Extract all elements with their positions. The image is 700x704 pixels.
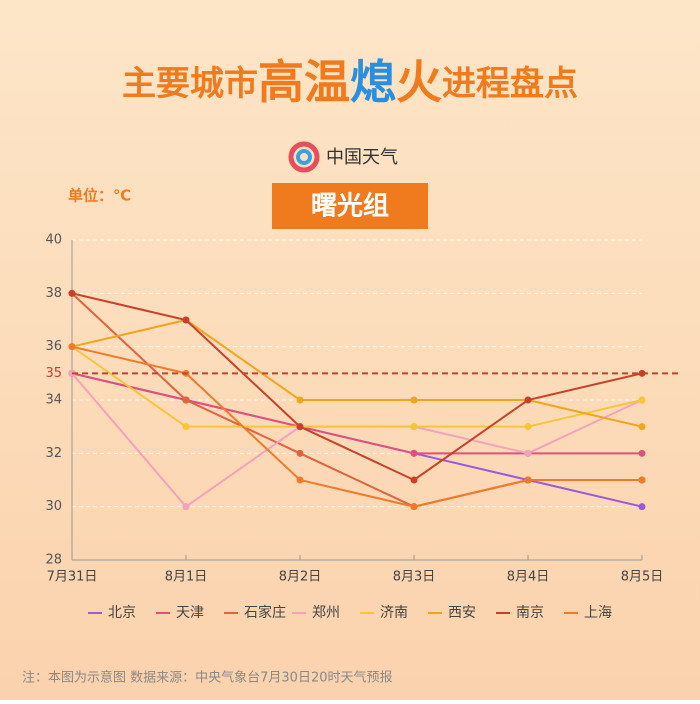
legend-label: 南京 — [516, 605, 544, 621]
data-point — [638, 503, 646, 511]
data-point — [410, 503, 418, 511]
y-tick-label: 38 — [45, 286, 62, 301]
x-tick-label: 7月31日 — [47, 570, 98, 585]
legend-label: 济南 — [380, 605, 408, 621]
series-line — [71, 345, 642, 508]
data-point — [296, 396, 304, 404]
group-box — [272, 183, 428, 229]
x-tick-label: 8月2日 — [279, 570, 322, 585]
x-tick-label: 8月3日 — [393, 570, 436, 585]
y-tick-label: 32 — [45, 446, 62, 461]
x-tick-label: 8月1日 — [165, 570, 208, 585]
series-line — [71, 345, 643, 428]
series-line — [71, 372, 642, 455]
title-part: 高温 — [258, 55, 350, 109]
data-point — [638, 449, 646, 457]
legend-label: 郑州 — [312, 605, 340, 621]
title-part: 主要城市 — [122, 64, 258, 104]
title-part: 熄 — [350, 55, 396, 109]
x-tick-label: 8月4日 — [507, 570, 550, 585]
y-tick-label: 28 — [45, 553, 62, 568]
data-point — [182, 316, 190, 324]
data-point — [410, 396, 418, 404]
y-tick-label: 40 — [45, 233, 62, 248]
data-point — [296, 476, 304, 484]
title-part: 进程盘点 — [442, 64, 578, 104]
series-line — [71, 318, 643, 428]
group-label: 曙光组 — [311, 191, 389, 222]
data-point — [524, 423, 532, 431]
logo-text: 中国天气 — [326, 147, 398, 168]
data-point — [410, 423, 418, 431]
y-tick-label: 34 — [45, 393, 62, 408]
data-point — [182, 423, 190, 431]
data-point — [296, 423, 304, 431]
y-tick-label: 36 — [45, 339, 62, 354]
legend-label: 石家庄 — [244, 604, 286, 621]
legend-label: 天津 — [176, 605, 204, 621]
data-point — [68, 289, 76, 297]
data-point — [524, 449, 532, 457]
y-tick-label: 30 — [45, 499, 62, 514]
note: 注：本图为示意图 数据来源：中央气象台7月30日20时天气预报 — [22, 670, 393, 686]
data-point — [182, 396, 190, 404]
unit: 单位：℃ — [68, 187, 131, 205]
data-point — [410, 476, 418, 484]
reference-label: 35 — [45, 366, 62, 381]
data-point — [182, 503, 190, 511]
x-tick-label: 8月5日 — [621, 570, 664, 585]
data-point — [524, 476, 532, 484]
series-line — [71, 292, 643, 482]
legend-label: 上海 — [584, 605, 612, 621]
data-point — [638, 476, 646, 484]
data-point — [638, 396, 646, 404]
data-point — [296, 449, 304, 457]
data-point — [68, 343, 76, 351]
title: 主要城市高温熄火进程盘点 — [122, 55, 578, 109]
title-part: 火 — [396, 55, 442, 109]
data-point — [410, 449, 418, 457]
data-point — [524, 396, 532, 404]
legend-label: 北京 — [108, 605, 136, 621]
data-point — [638, 423, 646, 431]
logo — [288, 141, 320, 173]
legend-label: 西安 — [448, 605, 476, 621]
